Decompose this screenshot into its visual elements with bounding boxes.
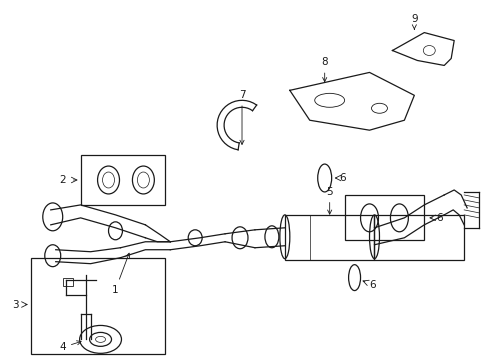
Bar	[62, 278, 73, 285]
Text: 6: 6	[339, 173, 345, 183]
Text: 4: 4	[59, 341, 81, 352]
Text: 1: 1	[112, 253, 129, 294]
Bar	[31, 258, 165, 354]
Text: 6: 6	[435, 213, 442, 223]
Bar	[344, 195, 424, 240]
Bar	[81, 155, 165, 205]
Text: 7: 7	[238, 90, 245, 144]
Text: 6: 6	[368, 280, 375, 289]
Text: 9: 9	[410, 14, 417, 29]
Text: 8: 8	[321, 58, 327, 82]
Text: 5: 5	[325, 187, 332, 214]
Text: 3: 3	[13, 300, 19, 310]
Bar	[285, 215, 374, 260]
Text: 2: 2	[59, 175, 66, 185]
